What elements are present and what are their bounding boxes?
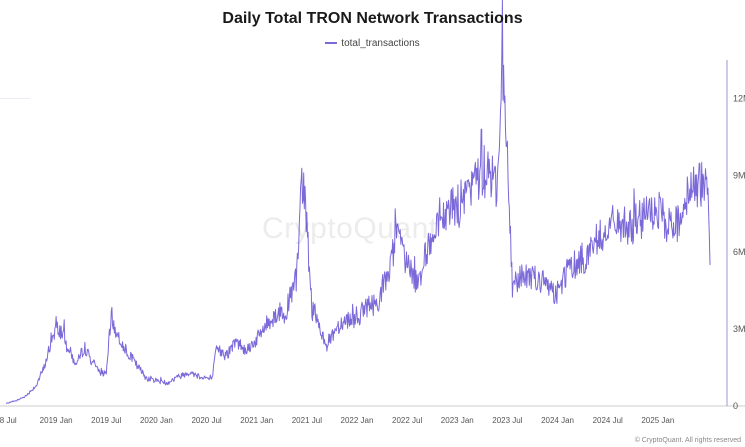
y-tick-label: 3M	[733, 324, 745, 334]
x-tick-label: 2020 Jan	[140, 416, 173, 425]
x-tick-label: 2024 Jan	[541, 416, 574, 425]
y-tick-label: 12M	[733, 93, 745, 103]
x-tick-label: 2024 Jul	[593, 416, 623, 425]
legend-swatch	[325, 42, 338, 45]
y-tick-label: 9M	[733, 170, 745, 180]
watermark: CryptoQuant	[262, 212, 438, 245]
chart-legend[interactable]: total_transactions	[0, 38, 745, 49]
axis-layer	[0, 60, 745, 407]
series-line-total-transactions	[5, 0, 711, 404]
x-tick-label: 2022 Jul	[392, 416, 422, 425]
x-tick-label: 2021 Jan	[240, 416, 273, 425]
x-tick-label: 2023 Jul	[492, 416, 522, 425]
y-tick-label: 0	[733, 401, 738, 411]
x-tick-label: 2025 Jan	[641, 416, 674, 425]
legend-label: total_transactions	[341, 38, 420, 49]
series-layer	[5, 0, 711, 404]
copyright: © CryptoQuant. All rights reserved	[634, 437, 741, 444]
x-tick-label: 2019 Jan	[40, 416, 73, 425]
x-tick-label: 2020 Jul	[191, 416, 221, 425]
x-tick-label: 2021 Jul	[292, 416, 322, 425]
x-tick-label: 18 Jul	[0, 416, 17, 425]
chart-title: Daily Total TRON Network Transactions	[222, 10, 523, 27]
x-tick-label: 2022 Jan	[341, 416, 374, 425]
y-tick-label: 6M	[733, 247, 745, 257]
tick-layer: 0 3M 6M 9M 12M 18 Jul 2019 Jan 2019 Jul 2020 Jan…	[0, 93, 745, 425]
x-tick-label: 2023 Jan	[441, 416, 474, 425]
x-tick-label: 2019 Jul	[91, 416, 121, 425]
